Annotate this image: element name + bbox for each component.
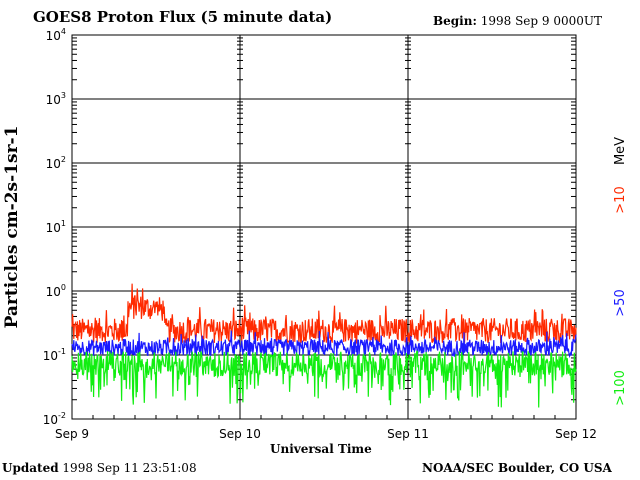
credit-text: NOAA/SEC Boulder, CO USA xyxy=(422,461,612,475)
y-tick-label: 103 xyxy=(46,91,66,107)
chart-title: GOES8 Proton Flux (5 minute data) xyxy=(33,8,333,26)
y-tick-label: 104 xyxy=(46,27,66,43)
legend-gt50: >50 xyxy=(613,289,628,316)
y-tick-label: 100 xyxy=(46,283,66,299)
updated-value: 1998 Sep 11 23:51:08 xyxy=(62,461,197,475)
y-tick-label: 10-2 xyxy=(43,411,66,427)
y-axis-label: Particles cm-2s-1sr-1 xyxy=(2,126,22,329)
legend-units: MeV xyxy=(613,137,628,165)
x-axis-label: Universal Time xyxy=(270,442,372,456)
begin-value: 1998 Sep 9 0000UT xyxy=(480,14,602,28)
series-line xyxy=(71,330,577,359)
y-tick-label: 102 xyxy=(46,155,66,171)
begin-time: Begin: 1998 Sep 9 0000UT xyxy=(433,14,602,28)
x-tick-label: Sep 12 xyxy=(555,427,597,441)
y-tick-label: 10-1 xyxy=(43,347,66,363)
series-line xyxy=(71,283,577,345)
x-tick-label: Sep 11 xyxy=(387,427,429,441)
x-tick-label: Sep 10 xyxy=(219,427,261,441)
begin-label: Begin: xyxy=(433,14,477,28)
x-tick-label: Sep 9 xyxy=(55,427,89,441)
series-line xyxy=(71,350,577,408)
updated-label: Updated xyxy=(2,461,59,475)
updated-timestamp: Updated 1998 Sep 11 23:51:08 xyxy=(2,461,197,475)
legend-gt10: >10 xyxy=(613,186,628,213)
legend-gt100: >100 xyxy=(613,370,628,406)
y-tick-label: 101 xyxy=(46,219,66,235)
